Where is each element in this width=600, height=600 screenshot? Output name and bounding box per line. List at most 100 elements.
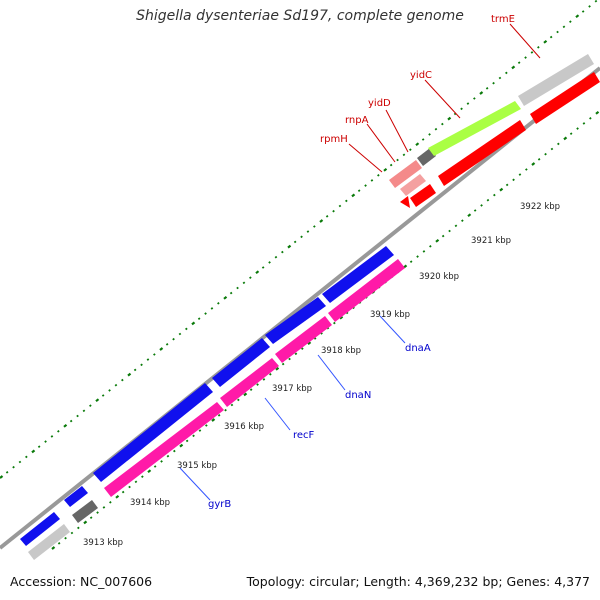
tick-mark — [556, 30, 559, 34]
gene-label-yidC[interactable]: yidC — [410, 70, 432, 81]
feature-red-4[interactable] — [530, 72, 600, 124]
tick-mark — [146, 358, 150, 361]
feature-darkgray-2[interactable] — [417, 148, 436, 166]
gene-label-dnaN[interactable]: dnaN — [345, 390, 371, 401]
feature-trmE-gray[interactable] — [518, 54, 594, 106]
tick-mark — [31, 449, 36, 454]
tick-mark — [370, 179, 374, 182]
tick-mark — [345, 311, 349, 315]
tick-mark — [435, 238, 440, 243]
feature-yidC-green[interactable] — [428, 101, 521, 156]
tick-mark — [281, 362, 285, 366]
gene-label-gyrB[interactable]: gyrB — [208, 499, 231, 510]
feature-pink-4[interactable] — [328, 259, 405, 322]
tick-label: 3913 kbp — [83, 538, 123, 548]
tick-label: 3916 kbp — [224, 422, 264, 432]
tick-mark — [0, 475, 4, 479]
tick-mark — [173, 449, 176, 453]
tick-mark — [294, 352, 298, 356]
tick-mark — [63, 423, 68, 428]
tick-mark — [121, 490, 125, 494]
tick-mark — [338, 204, 342, 208]
feature-pink-1[interactable] — [104, 402, 224, 497]
tick-mark — [153, 353, 156, 356]
gene-label-rpmH[interactable]: rpmH — [320, 134, 348, 145]
feature-gyrB-rev[interactable] — [93, 383, 213, 482]
tick-mark — [466, 102, 470, 105]
tick-mark — [441, 122, 444, 126]
feature-red-1[interactable] — [400, 196, 410, 208]
feature-darkgray-1[interactable] — [72, 500, 98, 523]
tick-mark — [134, 480, 138, 484]
feature-blue-1[interactable] — [20, 512, 60, 546]
tick-mark — [211, 418, 216, 422]
feature-dnaA-rev[interactable] — [322, 246, 394, 303]
tick-mark — [409, 148, 412, 152]
tick-mark — [223, 295, 228, 300]
feature-gray-1[interactable] — [28, 524, 70, 560]
tick-mark — [89, 516, 93, 520]
tick-mark — [569, 132, 573, 136]
tick-mark — [518, 173, 522, 176]
tick-mark — [467, 213, 472, 218]
tick-mark — [255, 270, 260, 275]
tick-mark — [269, 372, 272, 376]
tick-mark — [185, 327, 188, 331]
tick-mark — [364, 184, 367, 187]
tick-mark — [421, 138, 425, 141]
gene-label-recF[interactable]: recF — [293, 430, 315, 441]
tick-mark — [287, 244, 292, 249]
tick-mark — [153, 465, 157, 468]
tick-mark — [517, 61, 521, 65]
tick-mark — [37, 445, 41, 449]
feature-red-3[interactable] — [438, 120, 526, 186]
tick-mark — [594, 0, 598, 3]
tick-label: 3914 kbp — [130, 498, 170, 508]
tick-mark — [301, 347, 304, 351]
tick-mark — [492, 81, 495, 85]
feature-pink-small[interactable] — [400, 174, 426, 196]
tick-mark — [115, 494, 120, 499]
tick-mark — [562, 25, 566, 29]
gene-label-dnaA[interactable]: dnaA — [405, 343, 431, 354]
tick-mark — [261, 266, 265, 269]
feature-red-2[interactable] — [410, 184, 436, 207]
feature-light-red[interactable] — [389, 160, 422, 188]
tick-mark — [141, 475, 144, 479]
tick-mark — [448, 229, 451, 233]
gene-label-trmE[interactable]: trmE — [491, 14, 515, 25]
tick-mark — [274, 255, 278, 259]
tick-mark — [485, 86, 489, 90]
feature-blue-2[interactable] — [64, 486, 88, 507]
tick-mark — [268, 261, 271, 264]
tick-mark — [82, 409, 86, 413]
tick-mark — [166, 454, 170, 458]
gene-label-yidD[interactable]: yidD — [368, 98, 391, 109]
gene-labels: gyrB recF dnaN dnaA rpmH rnpA yidD yidC … — [208, 14, 515, 510]
gene-label-rnpA[interactable]: rnpA — [345, 115, 369, 126]
feature-pink-2[interactable] — [220, 358, 279, 407]
tick-mark — [351, 193, 356, 198]
tick-mark — [499, 187, 504, 192]
tick-mark — [428, 133, 431, 136]
tick-mark — [557, 142, 560, 146]
tick-mark — [524, 56, 527, 59]
tick-mark — [249, 388, 253, 392]
feature-dnaN-rev[interactable] — [265, 297, 326, 344]
tick-mark — [147, 469, 152, 474]
tick-label: 3919 kbp — [370, 310, 410, 320]
feature-pink-3[interactable] — [275, 316, 332, 363]
feature-recF-rev[interactable] — [212, 338, 270, 387]
tick-mark — [249, 276, 252, 280]
tick-mark — [441, 234, 445, 238]
tick-mark — [191, 321, 196, 326]
tick-mark — [320, 332, 323, 335]
tick-mark — [95, 398, 100, 403]
tick-mark — [339, 315, 344, 320]
tick-mark — [69, 419, 73, 423]
tick-mark — [300, 235, 303, 239]
tick-mark — [409, 260, 413, 264]
tick-mark — [313, 337, 317, 340]
tick-mark — [505, 71, 508, 75]
tick-mark — [326, 326, 330, 330]
